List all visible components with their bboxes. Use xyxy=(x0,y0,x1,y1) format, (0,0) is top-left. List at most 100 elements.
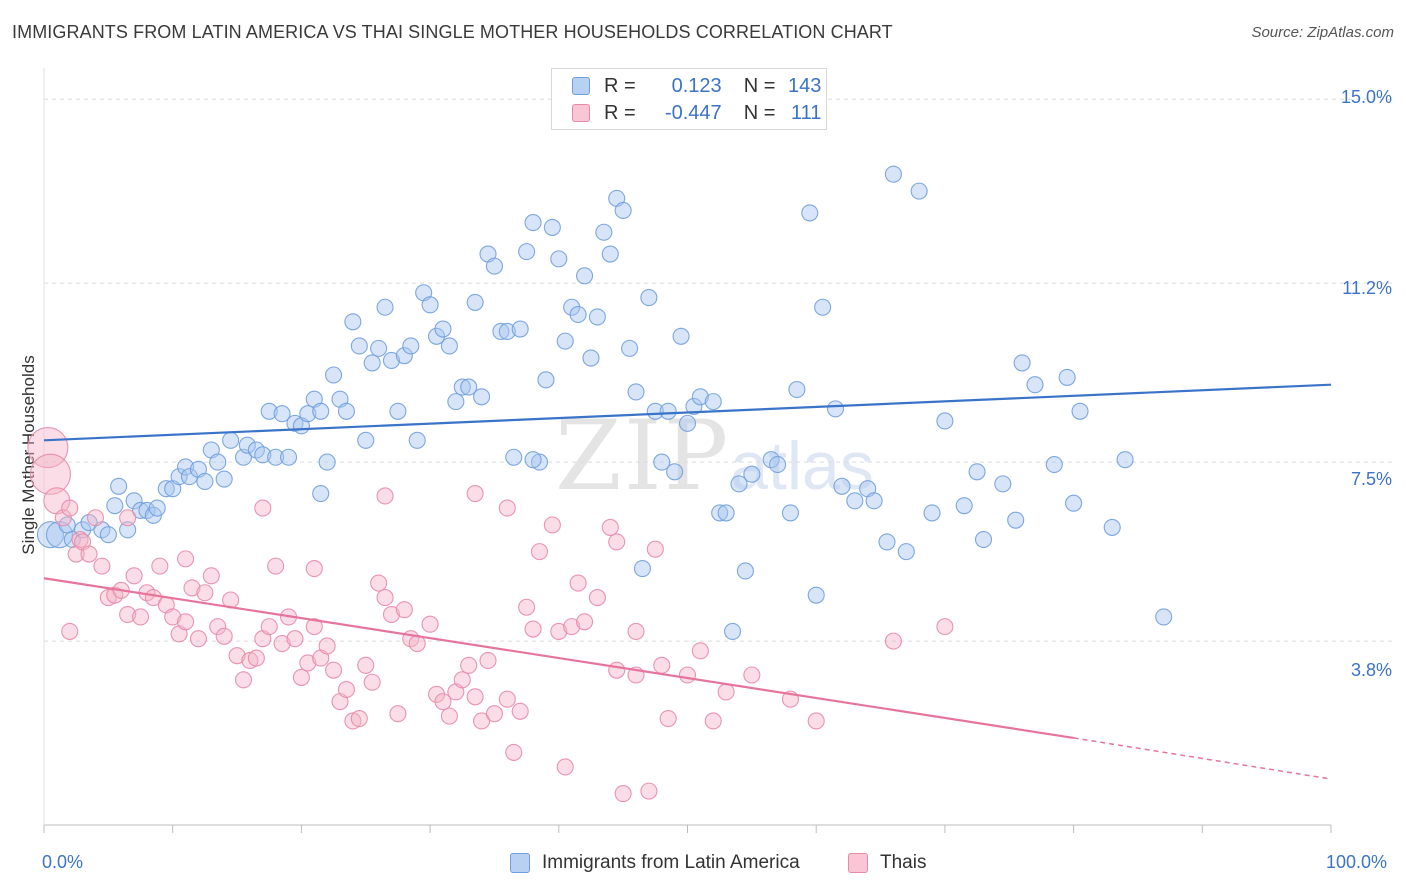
thais-point xyxy=(743,666,761,684)
thais-point xyxy=(325,661,343,679)
latin-america-point xyxy=(659,402,677,420)
latin-america-point xyxy=(131,501,150,520)
latin-america-point xyxy=(646,402,664,420)
legend-swatch-blue xyxy=(572,77,590,95)
thais-point xyxy=(608,533,626,551)
latin-america-point xyxy=(238,436,256,454)
latin-america-point xyxy=(215,470,233,488)
thais-point xyxy=(614,784,632,803)
thais-point xyxy=(395,601,413,619)
thais-point xyxy=(704,712,722,730)
latin-america-point xyxy=(556,332,574,350)
series-legend: Immigrants from Latin America Thais xyxy=(0,852,1406,878)
latin-america-point xyxy=(260,402,278,420)
latin-america-point xyxy=(453,378,471,396)
thais-point xyxy=(460,656,478,674)
thais-point xyxy=(563,618,581,636)
thais-point xyxy=(164,608,182,626)
latin-america-point xyxy=(170,468,188,486)
latin-america-point xyxy=(1058,368,1076,386)
thais-point xyxy=(524,620,542,638)
latin-america-point xyxy=(402,337,420,355)
thais-point xyxy=(247,649,265,667)
latin-america-point xyxy=(180,468,198,486)
latin-america-point xyxy=(691,388,709,406)
latin-america-point xyxy=(312,484,330,503)
latin-america-point xyxy=(814,298,832,316)
latin-america-point xyxy=(389,402,407,420)
latin-america-point xyxy=(222,431,240,449)
thais-point xyxy=(427,685,446,703)
latin-america-point xyxy=(897,543,915,561)
latin-america-point xyxy=(595,223,613,241)
thais-point xyxy=(202,567,220,585)
thais-point xyxy=(640,782,658,800)
thais-point xyxy=(588,589,606,607)
y-tick-15-0: 15.0% xyxy=(1340,87,1392,107)
latin-america-point xyxy=(974,530,993,549)
latin-america-point xyxy=(447,393,465,411)
thais-point xyxy=(234,671,253,689)
latin-america-point xyxy=(801,204,819,222)
thais-point xyxy=(653,656,671,674)
latin-america-point xyxy=(408,431,426,449)
latin-america-point xyxy=(653,453,671,471)
watermark: ZIPatlas xyxy=(555,400,874,512)
thais-point xyxy=(434,693,452,711)
latin-america-point xyxy=(254,446,272,464)
latin-america-point xyxy=(582,349,600,367)
y-tick-3-8: 3.8% xyxy=(1350,660,1392,680)
latin-america-point xyxy=(723,622,742,641)
thais-trendline-extension xyxy=(1073,737,1332,780)
thais-point xyxy=(498,690,516,708)
thais-point xyxy=(453,671,471,689)
latin-america-trendline xyxy=(43,383,1332,442)
thais-point xyxy=(370,574,388,592)
latin-america-point xyxy=(148,499,166,517)
latin-america-point xyxy=(473,388,491,406)
latin-america-point xyxy=(878,533,896,551)
thais-point xyxy=(678,666,697,684)
latin-america-point xyxy=(826,400,845,418)
latin-america-point xyxy=(279,448,298,466)
thais-point xyxy=(440,707,458,725)
latin-america-point xyxy=(106,497,124,515)
thais-point xyxy=(473,712,491,730)
legend-row-latin-america: R = 0.123 N = 143 xyxy=(572,73,821,99)
thais-point xyxy=(884,632,902,650)
series-legend-latin-america[interactable]: Immigrants from Latin America xyxy=(510,852,800,874)
latin-america-point xyxy=(788,380,806,399)
latin-america-point xyxy=(119,521,137,539)
latin-america-point xyxy=(312,402,330,420)
thais-point xyxy=(177,613,195,631)
thais-point xyxy=(569,574,587,592)
thais-point xyxy=(61,622,79,641)
thais-point xyxy=(119,509,137,527)
latin-america-point xyxy=(363,354,381,372)
thais-point xyxy=(254,499,272,517)
thais-point xyxy=(273,634,291,653)
latin-america-point xyxy=(672,327,690,345)
thais-point xyxy=(601,518,619,536)
latin-america-point xyxy=(968,463,986,481)
latin-america-point xyxy=(807,586,825,604)
thais-point xyxy=(575,613,594,631)
latin-america-point xyxy=(923,504,941,522)
latin-america-point xyxy=(543,218,561,236)
thais-point xyxy=(209,618,227,636)
latin-america-point xyxy=(1045,455,1063,474)
latin-america-point xyxy=(833,477,851,495)
latin-america-point xyxy=(299,405,317,423)
latin-america-point xyxy=(344,313,362,331)
thais-point xyxy=(936,618,954,636)
series-legend-thais[interactable]: Thais xyxy=(848,852,926,874)
latin-america-point xyxy=(910,182,928,200)
thais-point xyxy=(485,705,504,723)
latin-america-point xyxy=(434,320,452,338)
latin-america-point xyxy=(685,397,703,416)
legend-n-value: 111 xyxy=(790,101,822,124)
latin-america-point xyxy=(781,504,800,522)
latin-america-point xyxy=(382,351,401,370)
thais-point xyxy=(267,557,285,575)
